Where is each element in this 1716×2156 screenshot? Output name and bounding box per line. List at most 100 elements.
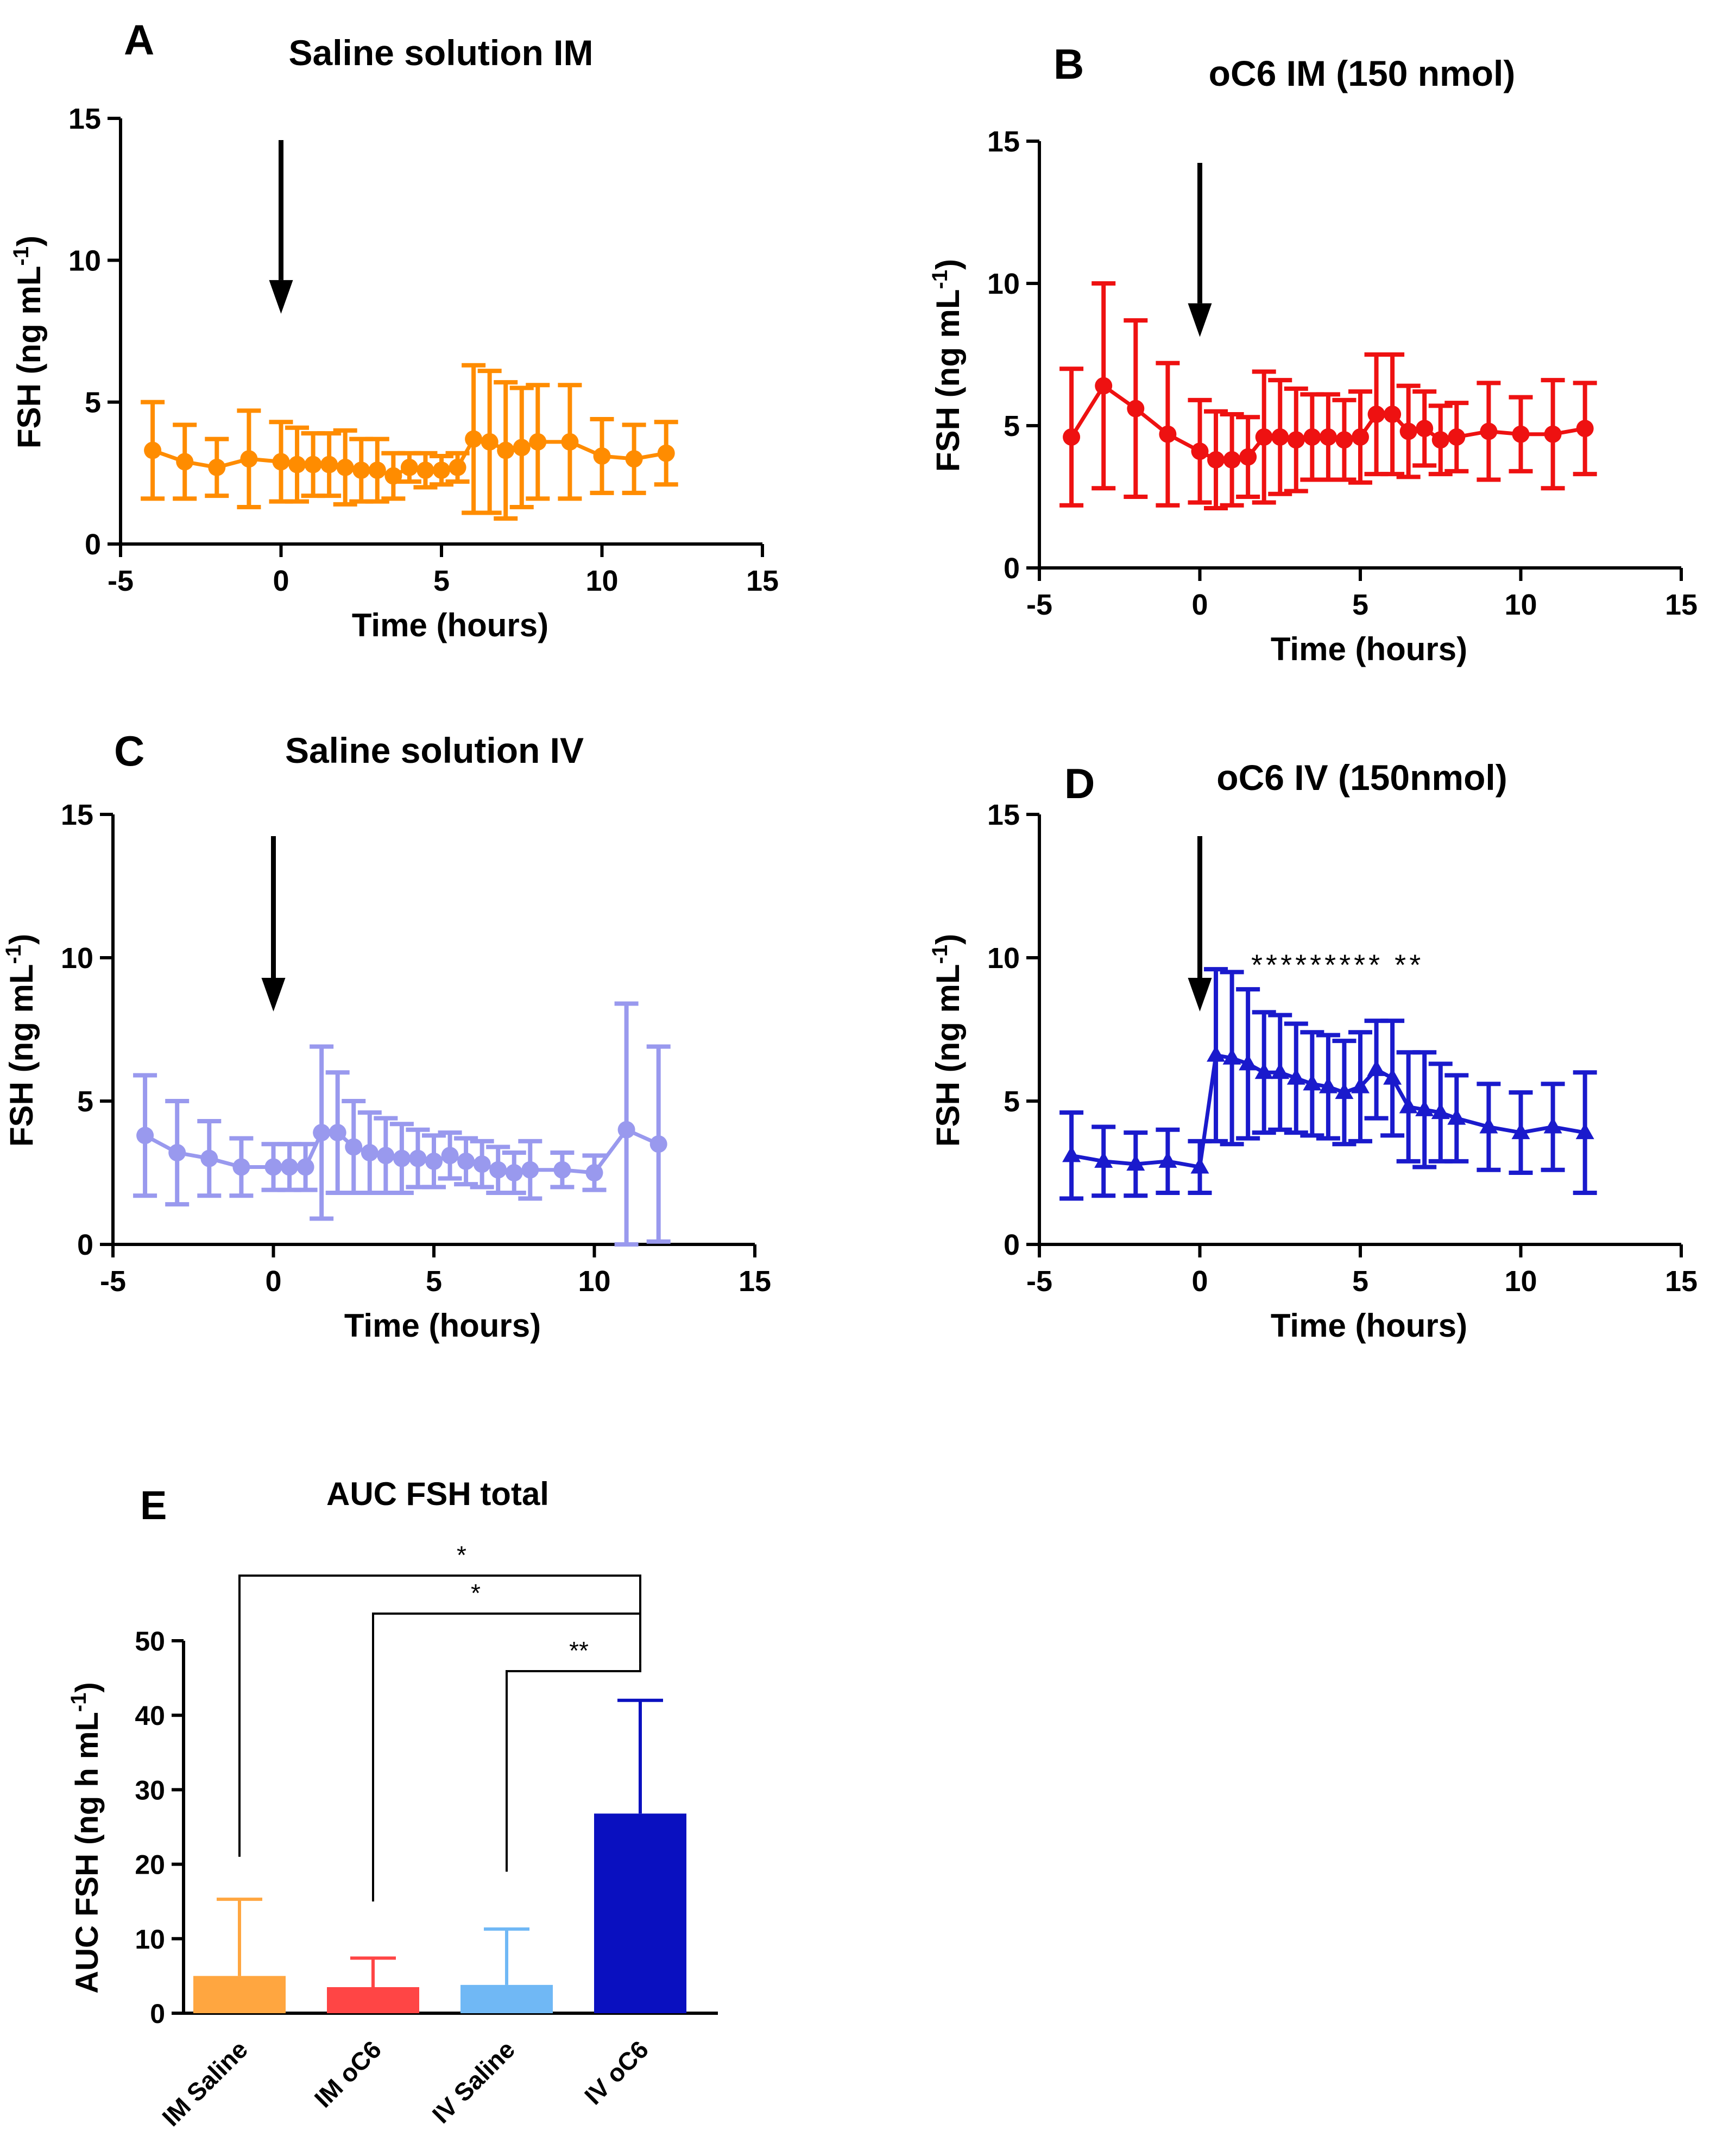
data-point	[585, 1164, 603, 1181]
data-point	[1063, 428, 1081, 446]
data-point	[1094, 1151, 1113, 1168]
data-point	[481, 433, 499, 451]
data-point	[1415, 1099, 1434, 1116]
x-tick-label: 10	[585, 565, 618, 597]
x-tick-label: 10	[578, 1265, 610, 1298]
y-tick-label: 0	[150, 1999, 165, 2029]
y-tick-label: 10	[987, 268, 1020, 300]
data-point	[136, 1127, 154, 1145]
data-point	[1448, 428, 1466, 446]
data-point	[264, 1158, 282, 1176]
data-point	[1367, 406, 1385, 423]
data-point	[1512, 425, 1530, 443]
category-label: IM Saline	[156, 2035, 253, 2132]
significance-bracket	[506, 1663, 641, 1872]
data-point	[1351, 1077, 1370, 1093]
x-tick-label: 5	[1352, 1265, 1368, 1298]
data-point	[1286, 1068, 1305, 1085]
data-point	[288, 456, 306, 473]
data-point	[1399, 1097, 1418, 1114]
data-point	[168, 1144, 186, 1162]
data-point	[497, 441, 515, 459]
injection-arrow-head	[1188, 303, 1212, 337]
bar	[594, 1813, 686, 2013]
y-axis-label: FSH (ng mL-1)	[2, 934, 40, 1147]
data-point	[1223, 451, 1241, 469]
y-tick-label: 0	[1004, 552, 1020, 585]
panel-title: oC6 IM (150 nmol)	[1209, 53, 1516, 93]
data-point	[1222, 1048, 1241, 1065]
data-point	[1207, 451, 1225, 469]
data-point	[417, 461, 434, 479]
data-point	[1335, 1083, 1354, 1099]
data-point	[1126, 1154, 1145, 1171]
y-axis-label: FSH (ng mL-1)	[9, 236, 47, 448]
x-tick-label: 0	[1191, 1265, 1208, 1298]
data-point	[1335, 431, 1353, 449]
data-point	[553, 1161, 571, 1179]
y-axis-label: FSH (ng mL-1)	[928, 259, 966, 472]
x-axis-label: Time (hours)	[344, 1307, 541, 1344]
y-axis-label: AUC FSH (ng h mL-1)	[67, 1682, 105, 1994]
y-tick-label: 15	[68, 103, 101, 135]
data-point	[409, 1149, 427, 1167]
y-tick-label: 10	[135, 1924, 165, 1955]
data-point	[296, 1158, 314, 1176]
x-tick-label: 15	[1665, 1265, 1698, 1298]
data-point	[1543, 1117, 1562, 1134]
data-point	[1303, 428, 1321, 446]
data-point	[1431, 431, 1449, 449]
injection-arrow-head	[1188, 977, 1212, 1011]
category-label: IM oC6	[309, 2035, 387, 2113]
data-point	[1207, 1045, 1226, 1062]
data-point	[1480, 422, 1498, 440]
data-point	[1318, 1077, 1338, 1093]
data-point	[200, 1149, 218, 1167]
x-tick-label: 15	[746, 565, 779, 597]
data-point	[1319, 428, 1337, 446]
data-point	[441, 1147, 459, 1165]
bar	[327, 1987, 419, 2013]
data-point	[1127, 400, 1145, 418]
data-point	[505, 1164, 523, 1181]
panel-letter: C	[114, 727, 144, 775]
data-point	[1191, 442, 1209, 460]
data-point	[1416, 420, 1434, 438]
panel-title: Saline solution IV	[285, 730, 584, 770]
data-point	[1255, 428, 1273, 446]
y-tick-label: 10	[61, 942, 93, 975]
data-point	[1544, 425, 1562, 443]
x-axis-label: Time (hours)	[1271, 631, 1467, 667]
panel-title: oC6 IV (150nmol)	[1216, 757, 1507, 798]
y-tick-label: 0	[77, 1229, 93, 1261]
data-point	[561, 433, 579, 451]
data-point	[1190, 1157, 1209, 1174]
data-point	[1271, 428, 1289, 446]
x-tick-label: 5	[426, 1265, 442, 1298]
data-point	[1383, 1068, 1402, 1085]
data-point	[240, 450, 258, 468]
data-point	[320, 456, 338, 473]
data-point	[329, 1124, 346, 1142]
data-point	[657, 444, 675, 462]
y-tick-label: 15	[987, 799, 1020, 831]
data-point	[513, 439, 531, 457]
data-point	[433, 461, 450, 479]
data-point	[1399, 422, 1417, 440]
y-tick-label: 5	[1004, 1085, 1020, 1118]
data-point	[144, 441, 162, 459]
data-point	[1287, 431, 1305, 449]
y-tick-label: 10	[68, 244, 101, 277]
x-axis-label: Time (hours)	[1271, 1307, 1467, 1344]
category-label: IV Saline	[427, 2035, 520, 2128]
x-tick-label: 5	[1352, 589, 1368, 621]
y-tick-label: 20	[135, 1850, 165, 1880]
data-point	[361, 1144, 378, 1162]
data-point	[304, 456, 322, 473]
y-tick-label: 40	[135, 1700, 165, 1731]
panel-letter: E	[140, 1483, 167, 1528]
x-tick-label: 10	[1504, 1265, 1537, 1298]
